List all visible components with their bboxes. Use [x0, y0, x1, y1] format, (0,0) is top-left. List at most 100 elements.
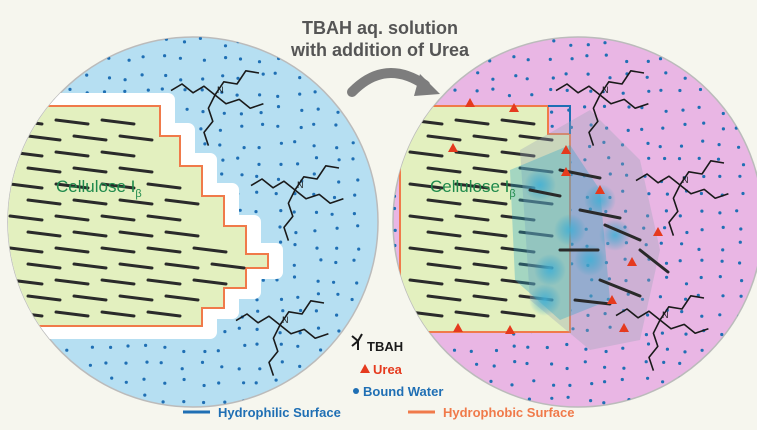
- water-dot: [605, 126, 609, 130]
- water-dot: [14, 127, 18, 131]
- water-dot: [735, 332, 739, 336]
- cellulose-chain: [54, 310, 90, 318]
- water-dot: [661, 380, 665, 384]
- tbah-chain: [170, 83, 216, 96]
- water-dot: [200, 88, 204, 92]
- water-dot: [85, 73, 89, 77]
- water-dot: [141, 55, 145, 59]
- water-dot: [590, 382, 594, 386]
- urea-triangle-icon: [360, 364, 370, 373]
- water-dot: [337, 180, 341, 184]
- water-dot: [603, 365, 607, 369]
- tbah-chain: [294, 189, 344, 204]
- water-dot: [548, 57, 552, 62]
- water-dot: [665, 37, 669, 40]
- water-dot: [299, 308, 303, 313]
- water-dot: [314, 309, 318, 313]
- released-chain: [573, 298, 612, 306]
- water-dot: [183, 88, 187, 92]
- water-dot: [394, 278, 399, 282]
- cellulose-chain: [72, 198, 108, 206]
- water-dot: [412, 314, 416, 318]
- water-dot: [316, 292, 320, 296]
- water-dot: [352, 212, 356, 216]
- water-dot: [293, 140, 297, 144]
- water-dot: [202, 383, 206, 388]
- cellulose-chain: [26, 198, 62, 206]
- cellulose-chain: [100, 214, 136, 222]
- cellulose-chain: [472, 134, 508, 142]
- tbah-chain: [235, 313, 281, 326]
- water-dot: [722, 55, 726, 59]
- water-dot: [201, 77, 205, 81]
- water-dot: [660, 331, 665, 335]
- tbah-chain: [283, 189, 296, 241]
- water-dot: [104, 42, 108, 46]
- tbah-chain: [294, 165, 340, 191]
- water-dot: [683, 350, 687, 354]
- water-dot: [221, 74, 225, 78]
- water-dot: [741, 163, 746, 167]
- water-dot: [66, 363, 70, 367]
- water-dot: [163, 54, 167, 58]
- water-dot: [475, 89, 479, 93]
- cellulose-chain: [164, 262, 200, 270]
- water-dot: [316, 77, 320, 81]
- tbah-chain: [659, 319, 709, 334]
- water-dot: [658, 295, 663, 299]
- water-dot: [216, 349, 220, 353]
- water-dot: [700, 348, 704, 352]
- legend-hydrophobic: Hydrophobic Surface: [408, 405, 574, 420]
- water-dot: [658, 57, 663, 61]
- water-dot: [721, 111, 725, 116]
- legend-hydrophilic-label: Hydrophilic Surface: [218, 405, 341, 420]
- water-dot: [65, 348, 69, 352]
- water-dot: [222, 111, 226, 115]
- water-dot: [202, 58, 206, 62]
- cellulose-chain: [454, 310, 490, 318]
- water-dot: [332, 77, 336, 81]
- water-dot: [642, 226, 646, 230]
- water-dot: [335, 146, 339, 150]
- water-dot: [526, 58, 530, 62]
- water-dot: [353, 193, 357, 197]
- water-dot: [335, 365, 339, 369]
- water-dot: [646, 214, 650, 218]
- water-dot: [142, 377, 146, 381]
- water-dot: [299, 125, 303, 130]
- released-chain: [578, 208, 622, 220]
- water-dot: [10, 276, 14, 280]
- tbah-chain: [679, 184, 729, 199]
- water-dot: [238, 208, 242, 212]
- water-dot: [703, 399, 707, 403]
- cellulose-chain: [26, 230, 62, 238]
- water-dot: [11, 40, 15, 45]
- water-dot: [659, 393, 663, 398]
- water-dot: [335, 313, 339, 317]
- water-dot: [32, 75, 36, 79]
- released-chain: [598, 278, 642, 298]
- water-dot: [702, 121, 706, 125]
- urea-marker: [653, 227, 663, 236]
- water-dot: [29, 56, 33, 60]
- water-dot: [586, 313, 590, 317]
- water-dot: [163, 345, 167, 349]
- cellulose-chain: [164, 230, 200, 238]
- tbah-chain: [599, 94, 649, 109]
- water-dot: [551, 76, 555, 80]
- header-line-2: with addition of Urea: [290, 40, 470, 60]
- water-dot: [398, 329, 402, 333]
- tbah-chain: [203, 94, 216, 146]
- water-dot: [273, 71, 277, 75]
- water-dot: [240, 173, 244, 177]
- water-dot: [255, 174, 259, 178]
- water-dot: [256, 397, 260, 401]
- water-dot: [684, 297, 688, 301]
- water-dot: [292, 210, 296, 214]
- tbah-chain: [648, 319, 661, 371]
- water-dot: [738, 397, 742, 401]
- water-dot: [292, 263, 296, 267]
- water-dot: [720, 332, 724, 337]
- water-dot: [565, 366, 569, 371]
